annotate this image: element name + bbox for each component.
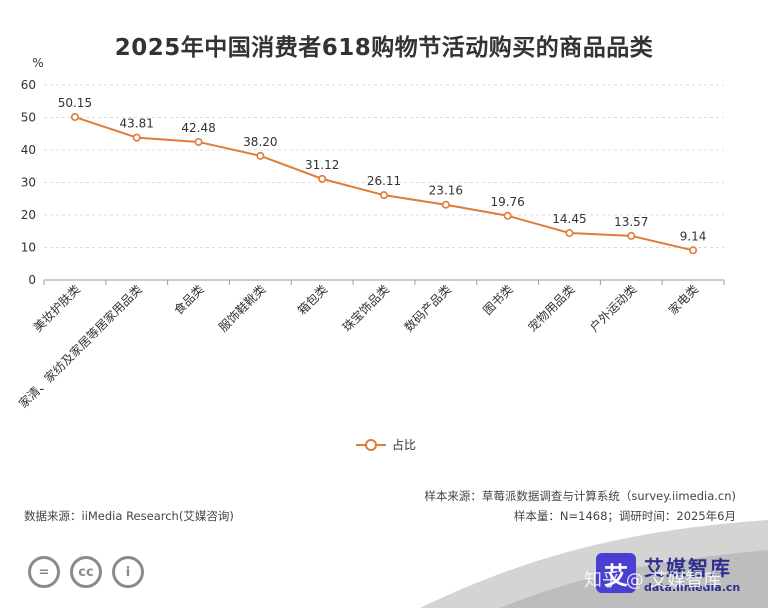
data-label: 19.76 [490, 195, 524, 209]
x-tick-label: 宠物用品类 [525, 282, 578, 335]
legend: 占比 [356, 436, 416, 453]
data-point [379, 191, 388, 200]
legend-label: 占比 [392, 438, 417, 452]
data-point [627, 231, 636, 240]
y-tick-label: 20 [21, 208, 36, 222]
brand-url: data.iimedia.cn [644, 581, 741, 594]
x-tick-label: 服饰鞋靴类 [215, 282, 268, 335]
data-label: 9.14 [680, 229, 707, 243]
watermark: 知乎 @ 艾媒智库 [584, 570, 722, 591]
x-tick-label: 美妆护肤类 [30, 282, 83, 335]
x-tick-label: 数码产品类 [401, 282, 454, 335]
data-point [565, 229, 574, 238]
data-point [318, 174, 327, 183]
x-tick-label: 家电类 [665, 282, 701, 318]
data-label: 23.16 [429, 184, 463, 198]
data-source: 数据来源：iiMedia Research(艾媒咨询) [24, 509, 234, 523]
data-point [256, 151, 265, 160]
brand-logo-icon: 艾 [596, 553, 636, 593]
by-license-icon: i [112, 556, 144, 588]
data-label: 42.48 [181, 121, 215, 135]
y-tick-label: 50 [21, 111, 36, 125]
sample-info: 样本量：N=1468；调研时间：2025年6月 [513, 509, 736, 523]
data-point [689, 246, 698, 255]
data-label: 31.12 [305, 158, 339, 172]
data-label: 14.45 [552, 212, 586, 226]
data-point [70, 113, 79, 122]
legend-marker-icon [356, 438, 386, 451]
x-tick-label: 图书类 [480, 282, 515, 317]
x-tick-label: 家清、家纺及家居等居家用品类 [15, 282, 144, 411]
x-tick-label: 珠宝饰品类 [340, 282, 392, 334]
data-point [503, 211, 512, 220]
data-label: 50.15 [58, 96, 92, 110]
x-tick-label: 户外运动类 [586, 282, 639, 335]
x-tick-label: 食品类 [171, 282, 207, 318]
data-point [441, 200, 450, 209]
y-tick-label: 60 [21, 78, 36, 92]
x-tick-label: 箱包类 [294, 282, 330, 318]
y-tick-label: 40 [21, 143, 36, 157]
license-icons: = cc i [28, 556, 144, 588]
nd-license-icon: = [28, 556, 60, 588]
y-axis-label: % [32, 56, 43, 70]
cc-license-icon: cc [70, 556, 102, 588]
chart-title: 2025年中国消费者618购物节活动购买的商品品类 [114, 35, 654, 61]
sample-source: 样本来源：草莓派数据调查与计算系统（survey.iimedia.cn) [424, 489, 736, 503]
y-tick-label: 30 [21, 176, 36, 190]
data-label: 38.20 [243, 135, 277, 149]
brand-name: 艾媒智库 [644, 556, 732, 580]
data-point [194, 137, 203, 146]
y-tick-label: 10 [21, 241, 36, 255]
y-tick-label: 0 [28, 273, 36, 287]
data-point [132, 133, 141, 142]
brand: 艾 艾媒智库 data.iimedia.cn [596, 552, 740, 594]
data-label: 43.81 [120, 117, 154, 131]
data-label: 26.11 [367, 174, 401, 188]
data-label: 13.57 [614, 215, 648, 229]
